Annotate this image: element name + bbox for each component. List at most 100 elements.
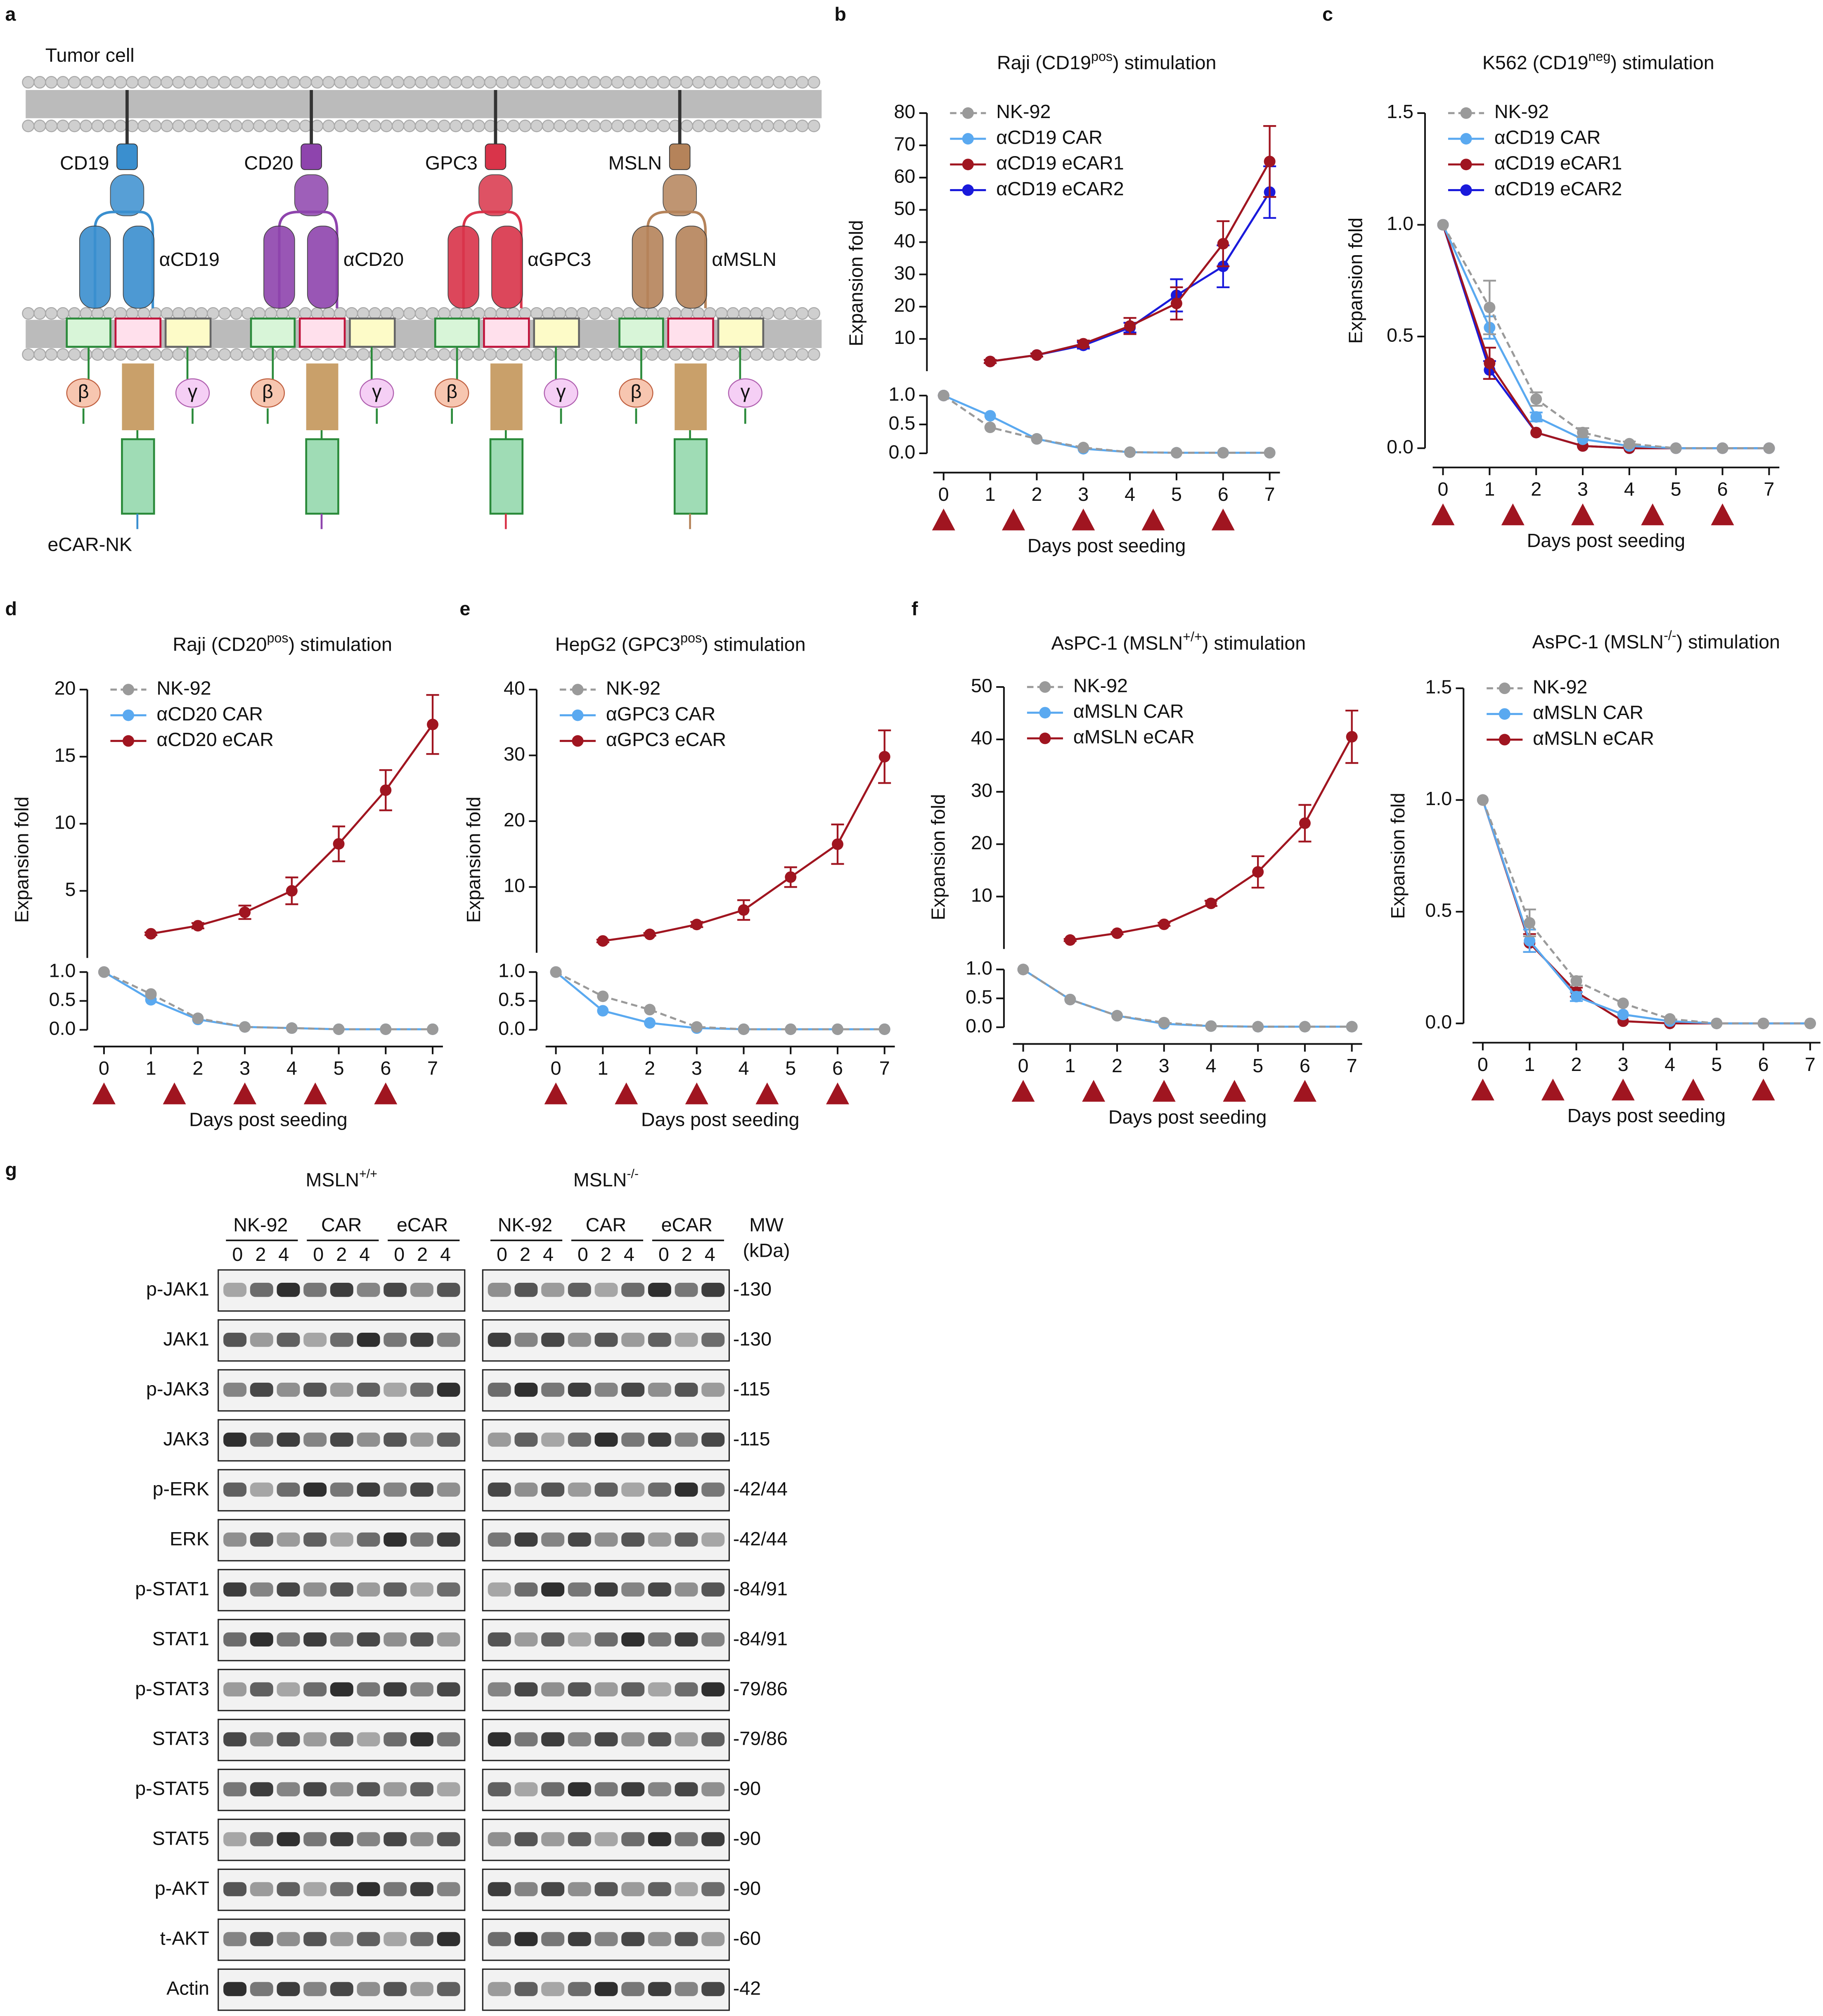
protein-label: STAT1	[152, 1628, 209, 1649]
legend-label: αGPC3 eCAR	[606, 729, 726, 750]
lipid-head	[750, 76, 762, 89]
y-tick-label: 0.0	[1387, 436, 1413, 457]
data-point	[597, 990, 609, 1002]
lipid-head	[310, 348, 324, 361]
protein-label: p-STAT3	[135, 1678, 209, 1699]
blot-band	[303, 1332, 327, 1347]
lipid-head	[310, 307, 324, 320]
blot-band	[223, 1932, 247, 1946]
blot-band	[675, 1882, 698, 1896]
blot-band	[541, 1832, 565, 1846]
blot-band	[250, 1432, 273, 1447]
lipid-head	[715, 119, 728, 133]
blot-band	[701, 1582, 725, 1597]
lipid-head	[241, 348, 254, 361]
yellow-domain	[349, 317, 396, 348]
blot-band	[541, 1283, 565, 1297]
blot-band	[250, 1582, 273, 1597]
lipid-head	[703, 348, 716, 361]
lipid-head	[414, 307, 428, 320]
lane-label: 0	[394, 1244, 405, 1265]
panel-letter: d	[5, 598, 17, 619]
lipid-head	[161, 307, 173, 320]
data-point	[1530, 426, 1542, 438]
lipid-head	[565, 76, 578, 89]
data-point	[1570, 990, 1582, 1002]
y-tick-label: 10	[54, 812, 76, 833]
data-point	[1763, 442, 1775, 454]
y-tick-label: 10	[504, 875, 525, 896]
blot-band	[514, 1382, 538, 1397]
lipid-head	[103, 119, 116, 133]
legend-marker	[122, 684, 134, 696]
lipid-head	[80, 307, 92, 320]
blot-band	[701, 1382, 725, 1397]
data-point	[738, 904, 750, 916]
stimulation-marker	[544, 1082, 568, 1104]
x-tick-label: 2	[1031, 483, 1042, 505]
lipid-head	[576, 348, 590, 361]
blot-header-sup: +/+	[359, 1167, 377, 1181]
data-point	[785, 1023, 797, 1035]
gamma-label: γ	[188, 381, 198, 402]
blot-band	[384, 1682, 407, 1697]
lipid-head	[623, 76, 636, 89]
blot-band	[568, 1482, 591, 1497]
y-tick-label: 40	[504, 678, 525, 699]
green-domain	[250, 317, 296, 348]
protein-label: STAT5	[152, 1828, 209, 1849]
x-tick-label: 5	[1671, 479, 1681, 500]
lipid-head	[784, 76, 797, 89]
x-tick-label: 7	[879, 1057, 890, 1079]
lipid-head	[646, 119, 659, 133]
lipid-head	[241, 76, 254, 89]
blot-band	[277, 1432, 300, 1447]
blot-band	[437, 1732, 460, 1746]
y-tick-label: 1.0	[966, 957, 992, 979]
blot-band	[621, 1632, 645, 1647]
blot-band	[410, 1283, 433, 1297]
y-axis-label: Expansion fold	[928, 794, 949, 920]
series-line	[1442, 224, 1769, 450]
x-axis-label: Days post seeding	[1028, 535, 1186, 556]
series-line	[1070, 736, 1353, 941]
lipid-head	[57, 307, 69, 320]
lipid-head	[565, 348, 578, 361]
data-point	[1017, 964, 1029, 976]
x-tick-label: 5	[334, 1057, 344, 1079]
data-point	[427, 1023, 439, 1035]
data-point	[878, 1023, 890, 1035]
lipid-head	[206, 348, 220, 361]
lipid-head	[530, 119, 543, 133]
blot-band	[437, 1632, 460, 1647]
x-tick-label: 0	[551, 1057, 561, 1079]
lipid-head	[611, 348, 624, 361]
lipid-head	[45, 348, 58, 361]
blot-band	[357, 1832, 380, 1846]
blot-band	[437, 1482, 460, 1497]
lipid-head	[368, 76, 381, 89]
legend-marker	[962, 159, 974, 171]
x-tick-label: 6	[380, 1057, 391, 1079]
blot-band	[303, 1682, 327, 1697]
y-tick-label: 0.0	[889, 441, 916, 462]
blot-band	[303, 1382, 327, 1397]
blot-band	[701, 1782, 725, 1796]
car-vh	[491, 225, 523, 309]
blot-band	[488, 1782, 511, 1796]
y-tick-label: 0.5	[889, 412, 916, 434]
blot-band	[541, 1582, 565, 1597]
blot-band	[488, 1382, 511, 1397]
data-point	[380, 784, 392, 796]
stimulation-marker	[1072, 508, 1095, 531]
chart-title-main: Raji (CD19	[997, 52, 1091, 73]
lipid-head	[438, 348, 451, 361]
blot-band	[437, 1582, 460, 1597]
legend-label: NK-92	[1533, 676, 1587, 697]
legend-marker	[572, 709, 584, 721]
y-tick-label: 40	[971, 727, 992, 749]
data-point	[1577, 426, 1589, 438]
pink-domain	[114, 317, 162, 348]
antigen-label: MSLN	[608, 152, 662, 174]
lane-label: 0	[578, 1244, 588, 1265]
